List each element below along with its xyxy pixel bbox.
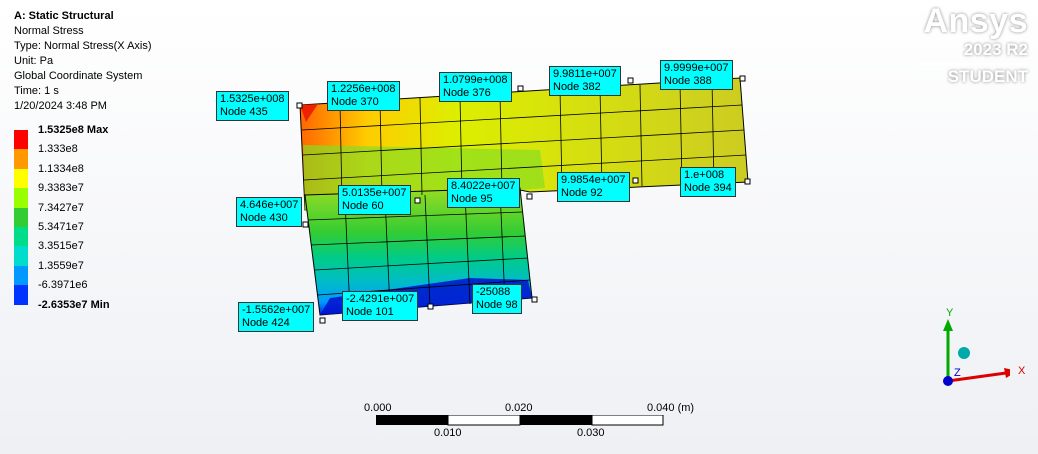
probe-value: 9.9854e+007 bbox=[561, 174, 626, 186]
probe-label[interactable]: 1.2256e+008 Node 370 bbox=[327, 81, 400, 111]
legend-label: 5.3471e7 bbox=[38, 220, 84, 233]
legend-label: -2.6353e7 Min bbox=[38, 298, 110, 311]
probe-label[interactable]: -2.4291e+007 Node 101 bbox=[342, 291, 419, 321]
probe-label[interactable]: 1.5325e+008 Node 435 bbox=[216, 91, 289, 121]
probe-label[interactable]: 8.4022e+007 Node 95 bbox=[447, 178, 520, 208]
probe-value: 1.e+008 bbox=[684, 169, 725, 181]
probe-value: -25088 bbox=[476, 286, 511, 298]
probe-value: 8.4022e+007 bbox=[451, 180, 516, 192]
legend-swatch bbox=[14, 226, 28, 247]
analysis-title: A: Static Structural bbox=[14, 10, 114, 22]
legend-label: 1.3559e7 bbox=[38, 259, 84, 272]
z-axis-label: Z bbox=[954, 367, 961, 379]
probe-node: Node 435 bbox=[220, 106, 268, 118]
legend-swatch bbox=[14, 149, 28, 169]
scale-tick-label: 0.030 bbox=[577, 427, 605, 439]
probe-value: 4.646e+007 bbox=[240, 199, 299, 211]
info-line: Unit: Pa bbox=[14, 55, 54, 67]
probe-value: 1.2256e+008 bbox=[331, 83, 396, 95]
info-line: Type: Normal Stress(X Axis) bbox=[14, 40, 152, 52]
version-label: 2023 R2 bbox=[963, 40, 1028, 59]
probe-node: Node 95 bbox=[451, 193, 493, 205]
probe-label[interactable]: -25088 Node 98 bbox=[472, 284, 522, 314]
probe-label[interactable]: 9.9811e+007 Node 382 bbox=[549, 66, 621, 96]
probe-node: Node 60 bbox=[342, 200, 384, 212]
legend-swatch bbox=[14, 168, 28, 189]
probe-value: -2.4291e+007 bbox=[346, 293, 415, 305]
probe-label[interactable]: 9.9854e+007 Node 92 bbox=[557, 172, 630, 202]
info-line: Global Coordinate System bbox=[14, 70, 143, 82]
probe-node: Node 382 bbox=[553, 81, 601, 93]
legend-swatch bbox=[14, 188, 28, 208]
probe-label[interactable]: 5.0135e+007 Node 60 bbox=[338, 185, 411, 215]
legend-swatch bbox=[14, 246, 28, 266]
info-line: 1/20/2024 3:48 PM bbox=[14, 100, 107, 112]
result-info: A: Static Structural Normal Stress Type:… bbox=[14, 9, 152, 114]
triad-graphic bbox=[943, 319, 1018, 386]
probe-value: 1.5325e+008 bbox=[220, 93, 285, 105]
scale-tick-label: 0.000 bbox=[364, 402, 392, 414]
legend-swatch bbox=[14, 130, 28, 150]
probe-label[interactable]: 4.646e+007 Node 430 bbox=[236, 197, 303, 227]
legend-swatch bbox=[14, 207, 28, 227]
probe-value: -1.5562e+007 bbox=[242, 304, 311, 316]
brand-divider bbox=[918, 63, 1028, 65]
legend-swatch bbox=[14, 265, 28, 286]
scale-tick-label: 0.040 (m) bbox=[647, 402, 695, 414]
probe-label[interactable]: 1.0799e+008 Node 376 bbox=[439, 72, 512, 102]
probe-node: Node 98 bbox=[476, 299, 518, 311]
ansys-logo: Ansys bbox=[923, 2, 1028, 40]
probe-node: Node 101 bbox=[346, 306, 394, 318]
probe-label[interactable]: 1.e+008 Node 394 bbox=[680, 167, 736, 197]
probe-value: 9.9811e+007 bbox=[553, 68, 617, 80]
scale-tick-label: 0.010 bbox=[434, 427, 462, 439]
probe-node: Node 424 bbox=[242, 317, 290, 329]
legend-label: 7.3427e7 bbox=[38, 201, 84, 214]
legend-label: -6.3971e6 bbox=[38, 279, 88, 292]
scale-bar: 0.000 0.020 0.040 (m) 0.010 0.030 bbox=[360, 402, 694, 442]
x-axis-label: X bbox=[1018, 365, 1026, 377]
probe-value: 5.0135e+007 bbox=[342, 187, 407, 199]
probe-value: 9.9999e+007 bbox=[664, 62, 729, 74]
legend-label: 1.333e8 bbox=[38, 143, 78, 156]
ansys-brand: Ansys 2023 R2 STUDENT bbox=[918, 2, 1028, 86]
edition-label: STUDENT bbox=[947, 67, 1028, 86]
probe-node: Node 394 bbox=[684, 182, 732, 194]
legend-label: 3.3515e7 bbox=[38, 240, 84, 253]
y-axis-label: Y bbox=[946, 307, 954, 319]
probe-value: 1.0799e+008 bbox=[443, 74, 508, 86]
probe-node: Node 92 bbox=[561, 187, 603, 199]
probe-node: Node 388 bbox=[664, 75, 712, 87]
red-corner bbox=[300, 104, 318, 122]
probe-node: Node 370 bbox=[331, 96, 379, 108]
scale-tick-label: 0.020 bbox=[505, 402, 533, 414]
probe-node: Node 376 bbox=[443, 87, 491, 99]
probe-node: Node 430 bbox=[240, 212, 288, 224]
legend-swatch bbox=[14, 285, 28, 305]
legend-label: 9.3383e7 bbox=[38, 182, 84, 195]
legend-label: 1.1334e8 bbox=[38, 162, 84, 175]
legend-label: 1.5325e8 Max bbox=[38, 124, 109, 136]
coordinate-triad[interactable]: Y X Z bbox=[930, 305, 1025, 395]
scale-bar-graphic bbox=[376, 415, 664, 426]
probe-label[interactable]: -1.5562e+007 Node 424 bbox=[238, 302, 315, 332]
info-line: Normal Stress bbox=[14, 25, 84, 37]
probe-label[interactable]: 9.9999e+007 Node 388 bbox=[660, 60, 733, 90]
info-line: Time: 1 s bbox=[14, 85, 59, 97]
